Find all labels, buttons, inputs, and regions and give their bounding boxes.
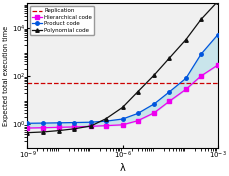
Y-axis label: Expected total execution time: Expected total execution time: [3, 26, 9, 126]
X-axis label: λ: λ: [119, 162, 125, 172]
Legend: Replication, Hierarchical code, Product code, Polynomial code: Replication, Hierarchical code, Product …: [30, 6, 94, 35]
